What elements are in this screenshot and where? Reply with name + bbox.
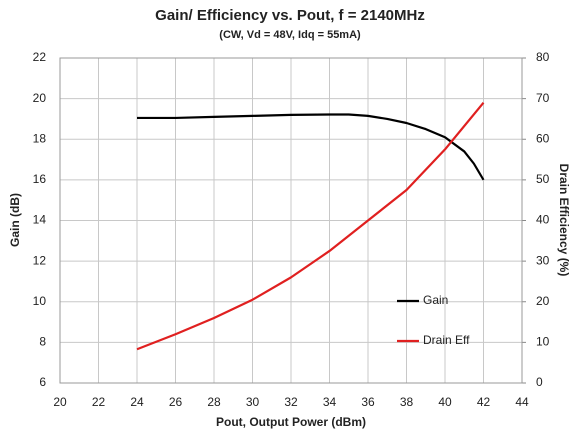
x-tick-label: 40	[438, 395, 452, 409]
y-axis-label: Gain (dB)	[8, 193, 22, 247]
y-tick-label: 10	[33, 294, 47, 308]
y2-tick-label: 80	[536, 50, 550, 64]
x-tick-label: 24	[130, 395, 144, 409]
y-tick-label: 22	[33, 50, 47, 64]
x-tick-label: 44	[515, 395, 529, 409]
y2-tick-label: 70	[536, 91, 550, 105]
chart-subtitle: (CW, Vd = 48V, Idq = 55mA)	[219, 29, 361, 41]
plot-frame	[59, 57, 523, 384]
x-tick-label: 32	[284, 395, 298, 409]
x-tick-label: 36	[361, 395, 375, 409]
y2-tick-label: 20	[536, 294, 550, 308]
y2-tick-label: 10	[536, 335, 550, 349]
x-tick-label: 26	[169, 395, 183, 409]
chart-title: Gain/ Efficiency vs. Pout, f = 2140MHz	[155, 7, 425, 24]
legend-label: Drain Eff	[423, 333, 470, 347]
legend-label: Gain	[423, 293, 448, 307]
y2-tick-label: 30	[536, 253, 550, 267]
x-tick-label: 28	[207, 395, 221, 409]
x-tick-label: 22	[92, 395, 106, 409]
y-tick-label: 16	[33, 172, 47, 186]
y-tick-label: 14	[33, 213, 47, 227]
y-tick-label: 18	[33, 131, 47, 145]
x-tick-label: 20	[53, 395, 67, 409]
series-line	[137, 113, 485, 181]
y-tick-label: 6	[39, 375, 46, 389]
x-tick-label: 38	[400, 395, 414, 409]
x-axis-label: Pout, Output Power (dBm)	[216, 415, 366, 429]
y2-axis-label: Drain Efficiency (%)	[557, 164, 571, 277]
y2-tick-label: 0	[536, 375, 543, 389]
series-line	[136, 101, 485, 351]
y-tick-label: 20	[33, 91, 47, 105]
y2-tick-label: 50	[536, 172, 550, 186]
y-tick-label: 8	[39, 335, 46, 349]
y2-tick-label: 40	[536, 213, 550, 227]
y-tick-label: 12	[33, 253, 47, 267]
x-tick-label: 42	[477, 395, 491, 409]
x-tick-label: 30	[246, 395, 260, 409]
y2-tick-label: 60	[536, 131, 550, 145]
x-tick-label: 34	[323, 395, 337, 409]
